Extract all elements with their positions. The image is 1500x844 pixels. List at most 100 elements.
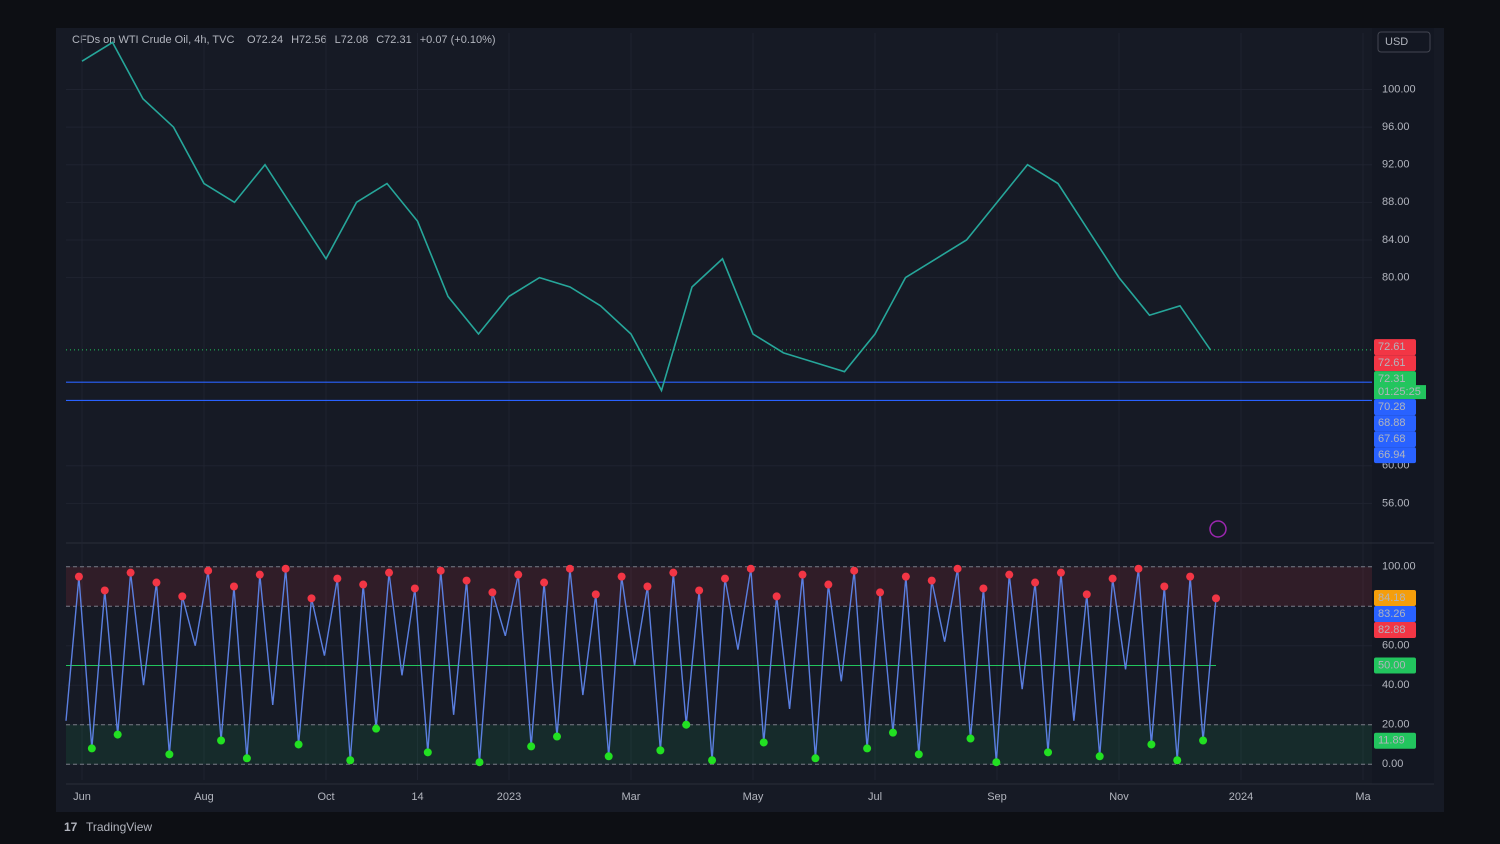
y-tick-label: 96.00 bbox=[1382, 121, 1410, 133]
price-badge bbox=[1374, 355, 1416, 372]
signal-dot bbox=[255, 570, 264, 579]
signal-dot bbox=[385, 568, 394, 577]
price-badge-label: 68.88 bbox=[1378, 417, 1406, 429]
y-tick-label: 20.00 bbox=[1382, 719, 1410, 731]
price-badge bbox=[1374, 447, 1416, 464]
price-badge-label: 67.68 bbox=[1378, 433, 1406, 445]
chart-background bbox=[56, 28, 1444, 812]
price-badge-label: 72.31 bbox=[1378, 373, 1406, 385]
price-badge bbox=[1374, 605, 1416, 622]
signal-dot bbox=[229, 582, 238, 591]
signal-dot bbox=[178, 592, 187, 601]
price-badge bbox=[1374, 431, 1416, 448]
signal-dot bbox=[1031, 578, 1040, 587]
signal-dot bbox=[1147, 740, 1156, 749]
price-badge bbox=[1374, 415, 1416, 432]
signal-dot bbox=[604, 752, 613, 761]
y-tick-label: 0.00 bbox=[1382, 758, 1403, 770]
x-tick-label: 2023 bbox=[497, 791, 521, 803]
signal-dot bbox=[204, 566, 213, 575]
signal-dot bbox=[553, 732, 562, 741]
ohlc-value: +0.07 (+0.10%) bbox=[420, 34, 496, 46]
alert-icon[interactable] bbox=[1209, 520, 1227, 538]
signal-dot bbox=[281, 564, 290, 573]
signal-dot bbox=[927, 576, 936, 585]
price-badge-label: 82.88 bbox=[1378, 624, 1406, 636]
signal-dot bbox=[462, 576, 471, 585]
signal-dot bbox=[824, 580, 833, 589]
signal-dot bbox=[410, 584, 419, 593]
countdown: 01:25:25 bbox=[1378, 386, 1421, 398]
x-tick-label: 14 bbox=[411, 791, 423, 803]
x-tick-label: Jul bbox=[868, 791, 882, 803]
x-tick-label: Oct bbox=[317, 791, 334, 803]
signal-dot bbox=[152, 578, 161, 587]
price-badge-label: 70.28 bbox=[1378, 401, 1406, 413]
signal-dot bbox=[1095, 752, 1104, 761]
price-badge bbox=[1374, 371, 1416, 388]
signal-dot bbox=[901, 572, 910, 581]
currency-box[interactable] bbox=[1377, 31, 1431, 53]
x-tick-label: Aug bbox=[194, 791, 214, 803]
signal-dot bbox=[888, 728, 897, 737]
y-tick-label: 100.00 bbox=[1382, 561, 1416, 573]
signal-dot bbox=[126, 568, 135, 577]
signal-dot bbox=[695, 586, 704, 595]
price-badge bbox=[1374, 399, 1416, 416]
brand[interactable]: TradingView bbox=[86, 820, 152, 834]
signal-dot bbox=[1160, 582, 1169, 591]
signal-dot bbox=[359, 580, 368, 589]
signal-dot bbox=[1082, 590, 1091, 599]
signal-dot bbox=[1005, 570, 1014, 579]
signal-dot bbox=[74, 572, 83, 581]
ohlc-value: H72.56 bbox=[291, 34, 326, 46]
y-tick-label: 40.00 bbox=[1382, 679, 1410, 691]
signal-dot bbox=[436, 566, 445, 575]
signal-dot bbox=[669, 568, 678, 577]
signal-dot bbox=[540, 578, 549, 587]
signal-dot bbox=[682, 720, 691, 729]
ohlc-value: O72.24 bbox=[247, 34, 283, 46]
price-badge bbox=[1374, 621, 1416, 638]
signal-dot bbox=[165, 750, 174, 759]
signal-dot bbox=[346, 756, 355, 765]
signal-dot bbox=[488, 588, 497, 597]
price-badge-label: 72.61 bbox=[1378, 357, 1406, 369]
signal-dot bbox=[759, 738, 768, 747]
signal-dot bbox=[475, 758, 484, 767]
price-badge-label: 50.00 bbox=[1378, 659, 1406, 671]
signal-dot bbox=[307, 594, 316, 603]
x-tick-label: 2024 bbox=[1229, 791, 1253, 803]
signal-dot bbox=[87, 744, 96, 753]
signal-dot bbox=[294, 740, 303, 749]
signal-dot bbox=[850, 566, 859, 575]
price-badge-label: 11.89 bbox=[1378, 735, 1405, 747]
signal-dot bbox=[863, 744, 872, 753]
y-tick-label: 100.00 bbox=[1382, 83, 1416, 95]
x-tick-label: Sep bbox=[987, 791, 1007, 803]
y-tick-label: 56.00 bbox=[1382, 497, 1410, 509]
signal-dot bbox=[772, 592, 781, 601]
signal-dot bbox=[876, 588, 885, 597]
x-tick-label: Mar bbox=[622, 791, 641, 803]
signal-dot bbox=[811, 754, 820, 763]
ohlc-value: C72.31 bbox=[376, 34, 411, 46]
signal-dot bbox=[708, 756, 717, 765]
price-badge bbox=[1374, 732, 1416, 749]
signal-dot bbox=[953, 564, 962, 573]
signal-dot bbox=[100, 586, 109, 595]
price-badge bbox=[1374, 339, 1416, 356]
currency[interactable]: USD bbox=[1385, 36, 1408, 48]
signal-dot bbox=[372, 724, 381, 733]
signal-dot bbox=[1186, 572, 1195, 581]
x-tick-label: Jun bbox=[73, 791, 91, 803]
signal-dot bbox=[113, 730, 122, 739]
chart-title: CFDs on WTI Crude Oil, 4h, TVC bbox=[72, 34, 234, 46]
x-tick-label: Ma bbox=[1355, 791, 1371, 803]
signal-dot bbox=[1044, 748, 1053, 757]
signal-dot bbox=[527, 742, 536, 751]
y-tick-label: 84.00 bbox=[1382, 234, 1410, 246]
price-badge-label: 83.26 bbox=[1378, 608, 1406, 620]
